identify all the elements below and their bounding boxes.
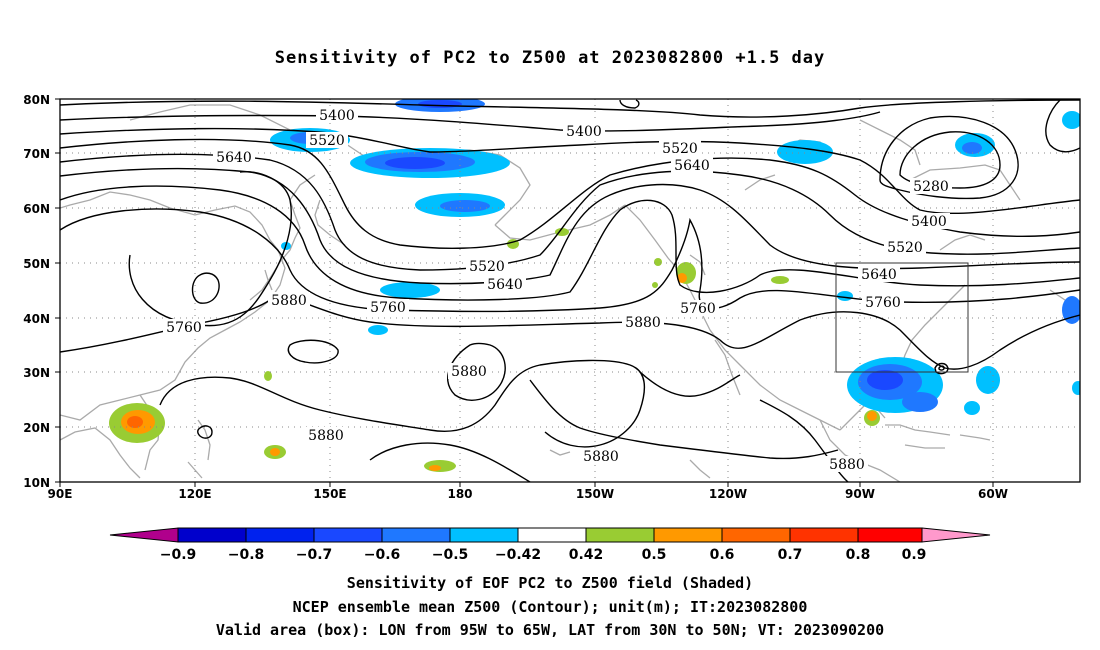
footer-line-1: Sensitivity of EOF PC2 to Z500 field (Sh… xyxy=(346,574,754,592)
colorbar-label: 0.42 xyxy=(569,547,604,563)
contour-label: 5520 xyxy=(469,259,505,275)
lat-tick-label: 50N xyxy=(23,257,50,271)
contour-label: 5880 xyxy=(829,457,865,473)
colorbar-label: 0.7 xyxy=(778,547,803,563)
footer-line-2: NCEP ensemble mean Z500 (Contour); unit(… xyxy=(292,598,808,616)
contour-label: 5400 xyxy=(319,108,355,124)
colorbar-swatch xyxy=(517,527,587,543)
colorbar xyxy=(109,527,991,543)
tick-marks xyxy=(55,98,994,487)
z500-contours xyxy=(60,99,1080,482)
colorbar-swatch xyxy=(721,527,791,543)
lon-tick-label: 90W xyxy=(845,487,875,501)
contour-label: 5880 xyxy=(271,293,307,309)
colorbar-label: −0.8 xyxy=(228,547,265,563)
lat-tick-label: 70N xyxy=(23,147,50,161)
plot-frame xyxy=(59,98,1081,483)
contour-label: 5760 xyxy=(680,301,716,317)
lon-tick-label: 90E xyxy=(48,487,73,501)
colorbar-swatch xyxy=(585,527,655,543)
contour-labels: 5400 5520 5640 5400 5520 5640 5280 5400 … xyxy=(163,107,952,473)
contour-label: 5520 xyxy=(662,141,698,157)
contour-label: 5280 xyxy=(913,179,949,195)
footer-line-3: Valid area (box): LON from 95W to 65W, L… xyxy=(215,621,885,639)
contour-label: 5880 xyxy=(451,364,487,380)
colorbar-label: −0.5 xyxy=(432,547,469,563)
lon-tick-label: 150E xyxy=(313,487,346,501)
contour-label: 5760 xyxy=(166,320,202,336)
contour-label: 5520 xyxy=(309,133,345,149)
contour-label: 5640 xyxy=(487,277,523,293)
chart-title: Sensitivity of PC2 to Z500 at 2023082800… xyxy=(274,48,826,68)
colorbar-swatch xyxy=(381,527,451,543)
contour-label: 5760 xyxy=(865,295,901,311)
colorbar-label: 0.9 xyxy=(902,547,927,563)
lat-tick-label: 30N xyxy=(23,366,50,380)
lat-tick-label: 80N xyxy=(23,93,50,107)
colorbar-label: 0.8 xyxy=(846,547,871,563)
contour-label: 5760 xyxy=(370,300,406,316)
contour-label: 5880 xyxy=(625,315,661,331)
colorbar-swatch xyxy=(857,527,923,543)
lon-tick-labels: 90E 120E 150E 180 150W 120W 90W 60W xyxy=(48,487,1008,501)
lat-tick-label: 60N xyxy=(23,202,50,216)
contour-label: 5640 xyxy=(861,267,897,283)
lat-tick-label: 10N xyxy=(23,476,50,490)
contour-label: 5880 xyxy=(308,428,344,444)
colorbar-label: −0.42 xyxy=(495,547,541,563)
colorbar-swatch xyxy=(789,527,859,543)
colorbar-labels: −0.9 −0.8 −0.7 −0.6 −0.5 −0.42 0.42 0.5 … xyxy=(160,547,927,563)
colorbar-swatch xyxy=(449,527,519,543)
lon-tick-label: 120W xyxy=(709,487,747,501)
colorbar-label: 0.6 xyxy=(710,547,735,563)
colorbar-label: −0.7 xyxy=(296,547,333,563)
colorbar-low-triangle xyxy=(109,527,179,543)
colorbar-swatch xyxy=(177,527,247,543)
colorbar-swatch xyxy=(653,527,723,543)
contour-label: 5640 xyxy=(216,150,252,166)
colorbar-high-triangle xyxy=(921,527,991,543)
colorbar-swatch xyxy=(313,527,383,543)
contour-label: 5400 xyxy=(911,214,947,230)
lat-tick-label: 40N xyxy=(23,312,50,326)
lon-tick-label: 150W xyxy=(576,487,614,501)
contour-label: 5640 xyxy=(674,158,710,174)
contour-label: 5880 xyxy=(583,449,619,465)
colorbar-label: 0.5 xyxy=(642,547,667,563)
lon-tick-label: 180 xyxy=(447,487,472,501)
gridlines xyxy=(60,99,1080,482)
lat-tick-labels: 80N 70N 60N 50N 40N 30N 20N 10N xyxy=(23,93,50,490)
colorbar-swatch xyxy=(245,527,315,543)
colorbar-label: −0.9 xyxy=(160,547,197,563)
sensitivity-shading xyxy=(109,99,1080,472)
contour-label: 5400 xyxy=(566,124,602,140)
colorbar-label: −0.6 xyxy=(364,547,401,563)
lat-tick-label: 20N xyxy=(23,421,50,435)
contour-label: 5520 xyxy=(887,240,923,256)
lon-tick-label: 120E xyxy=(178,487,211,501)
valid-area-box xyxy=(835,262,969,373)
lon-tick-label: 60W xyxy=(978,487,1008,501)
